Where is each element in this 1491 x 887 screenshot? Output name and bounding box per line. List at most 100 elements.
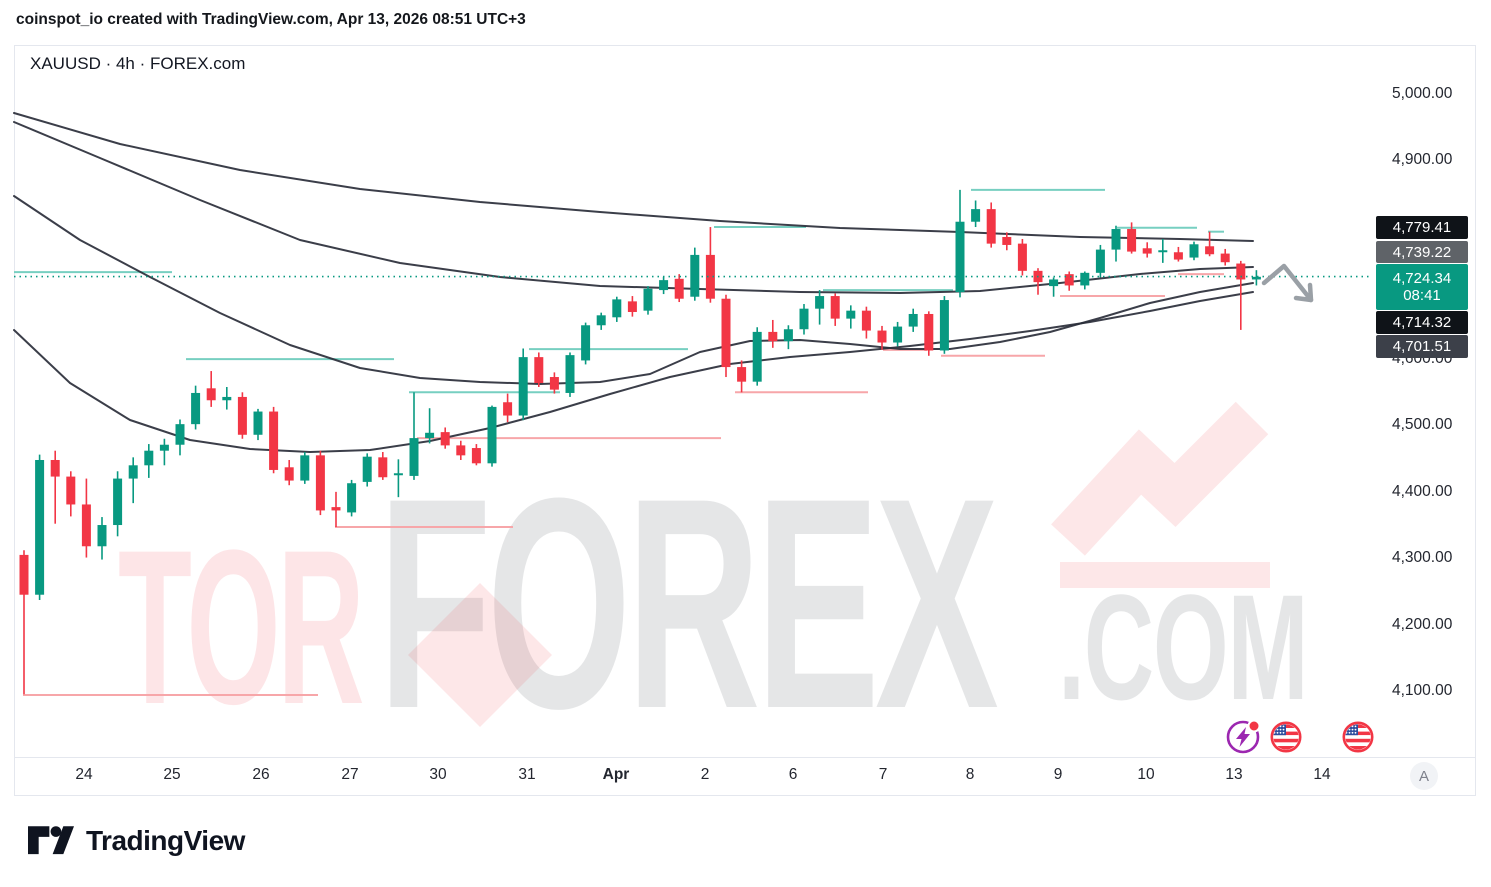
economic-event-us-flag-icon[interactable] — [1342, 721, 1374, 753]
candle-body — [222, 396, 232, 401]
time-axis-label[interactable]: 24 — [75, 766, 93, 783]
time-axis-label[interactable]: 25 — [163, 766, 181, 783]
candle — [50, 450, 60, 524]
candle-body — [35, 459, 45, 595]
time-axis-label[interactable]: 6 — [788, 766, 798, 783]
candle — [1095, 244, 1105, 278]
time-axis-label[interactable]: 9 — [1053, 766, 1063, 783]
ma-value-badge: 4,779.41 — [1376, 216, 1468, 239]
candle-body — [347, 483, 357, 513]
candle — [705, 227, 715, 303]
candle — [690, 247, 700, 301]
candle — [1002, 232, 1012, 251]
candle-body — [19, 554, 29, 595]
candle — [1173, 246, 1183, 262]
candle-body — [237, 396, 247, 435]
candle — [1080, 271, 1090, 290]
ma-line — [13, 195, 1254, 385]
candle — [393, 459, 403, 498]
candle — [549, 372, 559, 394]
tradingview-logo[interactable]: TradingView — [28, 824, 245, 858]
time-axis-label[interactable]: 30 — [429, 766, 447, 783]
candle — [783, 325, 793, 350]
candle-body — [1220, 253, 1230, 263]
time-axis-label[interactable]: 8 — [965, 766, 975, 783]
time-axis-label[interactable]: Apr — [602, 766, 630, 783]
candle — [1064, 271, 1074, 291]
current-price-badge: 4,724.34 08:41 — [1376, 264, 1468, 310]
time-axis-label[interactable]: 7 — [878, 766, 888, 783]
candle — [924, 311, 934, 356]
candle-body — [705, 254, 715, 299]
candle-body — [627, 301, 637, 312]
ma-value-badge: 4,714.32 — [1376, 311, 1468, 334]
candle-body — [1189, 244, 1199, 258]
candle — [737, 360, 747, 393]
tradingview-logo-text: TradingView — [86, 825, 245, 856]
candle-body — [1064, 274, 1074, 286]
candle-body — [581, 325, 591, 361]
time-axis-label[interactable]: 14 — [1313, 766, 1331, 783]
price-axis-label: 5,000.00 — [1392, 84, 1453, 102]
candle-body — [378, 457, 388, 478]
auto-scale-button[interactable]: A — [1410, 762, 1438, 790]
price-axis-label: 4,500.00 — [1392, 416, 1453, 434]
structure-level-lines — [14, 188, 1224, 696]
candle-body — [81, 504, 91, 547]
candle-body — [721, 298, 731, 368]
candle — [362, 453, 372, 487]
economic-event-lightning-icon[interactable] — [1226, 719, 1261, 754]
candle-body — [659, 280, 669, 291]
ma-line — [13, 291, 1254, 453]
candle-body — [815, 296, 825, 309]
candle-body — [971, 209, 981, 222]
time-axis-label[interactable]: 31 — [518, 766, 536, 783]
candle — [440, 427, 450, 449]
candle-body — [830, 296, 840, 319]
candle — [1158, 238, 1168, 263]
candle — [908, 308, 918, 332]
time-axis-label[interactable]: 10 — [1137, 766, 1155, 783]
candle — [877, 325, 887, 350]
candle — [128, 457, 138, 504]
economic-event-us-flag-icon[interactable] — [1270, 721, 1302, 753]
time-axis-label[interactable]: 27 — [341, 766, 359, 783]
time-axis-label[interactable]: 26 — [252, 766, 270, 783]
time-axis-label[interactable]: 2 — [700, 766, 710, 783]
candles — [19, 189, 1261, 695]
candle-body — [471, 448, 481, 464]
candle — [581, 322, 591, 365]
candle — [97, 517, 107, 560]
candle — [113, 471, 123, 537]
candle — [191, 385, 201, 430]
candle-body — [66, 476, 76, 505]
candle — [315, 450, 325, 516]
candle-body — [1173, 252, 1183, 260]
symbol-legend[interactable]: XAUUSD · 4h · FOREX.com — [30, 54, 246, 73]
candle-body — [1080, 272, 1090, 286]
candle — [768, 319, 778, 348]
candle-body — [1236, 263, 1246, 280]
candle-body — [924, 313, 934, 351]
candle-body — [596, 315, 606, 326]
time-axis-label[interactable]: 13 — [1225, 766, 1243, 783]
candle — [503, 393, 513, 423]
candle — [861, 306, 871, 339]
candle — [159, 438, 169, 466]
candle — [659, 276, 669, 295]
candle-body — [799, 308, 809, 330]
candle-body — [1251, 276, 1261, 280]
candle — [378, 452, 388, 480]
price-axis-label: 4,200.00 — [1392, 615, 1453, 633]
drawn-arrow-annotation[interactable] — [1261, 263, 1314, 303]
candle-body — [1127, 229, 1137, 252]
candle — [1251, 270, 1261, 286]
price-axis-label: 4,300.00 — [1392, 549, 1453, 567]
candle-body — [300, 455, 310, 481]
candle — [425, 408, 435, 444]
candle-body — [440, 432, 450, 446]
candle-body — [861, 310, 871, 331]
moving-average-lines — [13, 112, 1254, 453]
candle — [893, 321, 903, 347]
